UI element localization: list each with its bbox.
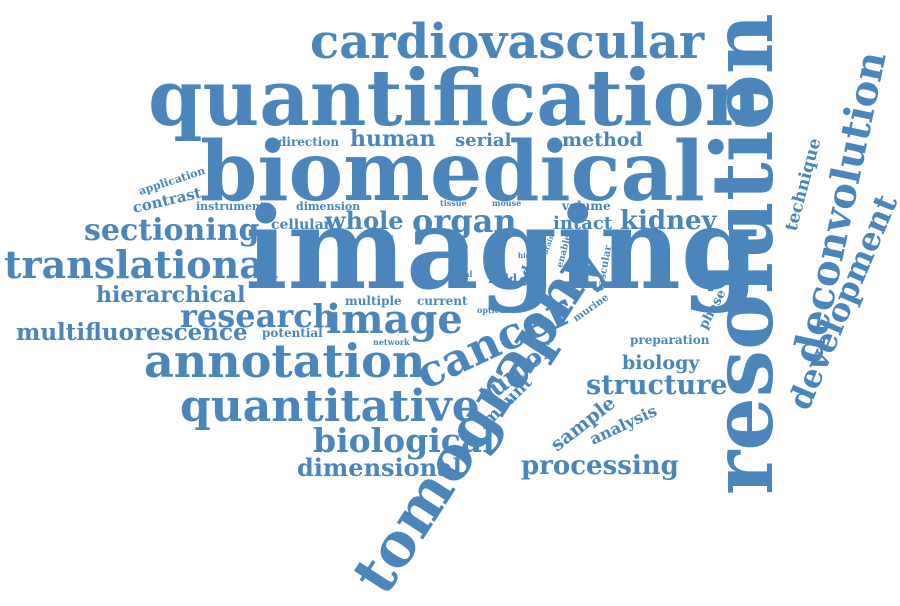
word-processing: processing (521, 451, 679, 481)
word-future: future (385, 234, 396, 269)
word-cardiovascular: cardiovascular (310, 14, 705, 70)
word-hierarchical: hierarchical (96, 282, 246, 308)
word-local: local (451, 269, 472, 279)
word-biological: biological (313, 421, 495, 460)
word-quantitative: quantitative (180, 381, 480, 432)
word-dimension: dimension (296, 200, 360, 213)
word-tissue: tissue (440, 198, 467, 208)
word-method: method (562, 129, 643, 151)
word-annotation: annotation (144, 334, 425, 388)
word-multiple: multiple (345, 294, 402, 308)
word-imaging: imaging (245, 184, 759, 315)
word-organ: organ (412, 202, 517, 240)
word-data: data (451, 241, 469, 250)
word-biology: biology (622, 352, 700, 374)
word-kidney: kidney (620, 206, 718, 236)
word-intact: intact (553, 213, 613, 234)
word-sectioning: sectioning (84, 213, 260, 248)
word-mouse: mouse (492, 198, 521, 208)
word-biomedical: biomedical (200, 124, 705, 220)
word-research: research (180, 297, 336, 335)
word-current: current (417, 294, 468, 308)
word-direction: direction (278, 135, 339, 149)
word-optical: optical (477, 305, 508, 315)
word-serial: serial (455, 130, 512, 151)
word-potential: potential (262, 326, 323, 340)
word-volume: volume (561, 199, 611, 213)
word-cellular: cellular (271, 217, 332, 233)
word-image: image (326, 296, 463, 343)
word-multifluorescence: multifluorescence (16, 319, 248, 346)
word-high: high (518, 251, 536, 260)
word-preparation: preparation (630, 333, 710, 347)
word-instrument: instrument (196, 200, 266, 213)
word-quantification: quantification (148, 53, 761, 144)
word-field: field (488, 272, 518, 286)
word-human: human (350, 126, 436, 152)
word-network: network (373, 337, 410, 347)
word-resolution: resolution (693, 13, 792, 495)
word-dimensional: dimensional (297, 453, 462, 482)
word-whole: whole (324, 206, 404, 235)
word-structure: structure (586, 370, 727, 401)
word-translational: translational (4, 242, 278, 287)
